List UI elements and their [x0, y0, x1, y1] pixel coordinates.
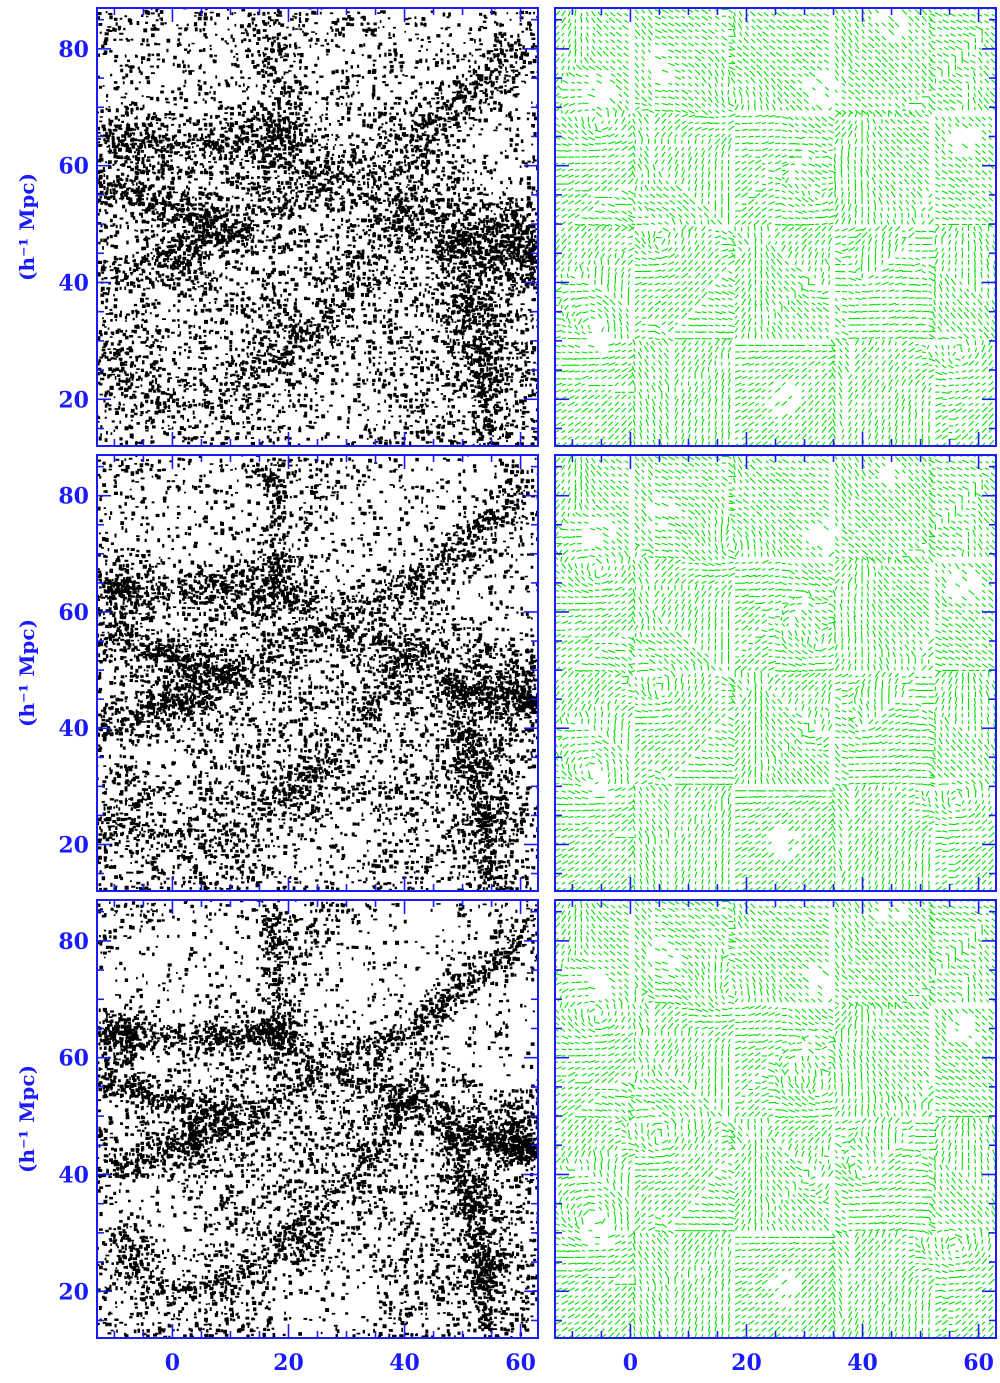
velocity-panel — [554, 454, 997, 892]
axis-ticks — [97, 900, 538, 1338]
y-tick-label: 60 — [58, 1046, 89, 1072]
y-axis-label: (h⁻¹ Mpc) — [15, 1065, 39, 1173]
y-tick-label: 80 — [58, 37, 89, 63]
x-tick-label: 0 — [623, 1350, 638, 1376]
particle-panel — [96, 7, 539, 447]
y-tick-label: 20 — [58, 1279, 89, 1305]
panel-content — [97, 455, 538, 891]
axis-ticks — [555, 8, 996, 446]
x-tick-label: 40 — [389, 1350, 420, 1376]
y-tick-label: 40 — [58, 716, 89, 742]
y-tick-label: 40 — [58, 270, 89, 296]
y-tick-label: 60 — [58, 154, 89, 180]
particle-panel — [96, 899, 539, 1339]
y-tick-label: 80 — [58, 484, 89, 510]
panel-content — [555, 8, 996, 446]
particle-points — [97, 8, 538, 446]
velocity-vectors — [555, 455, 996, 891]
panel-content — [555, 900, 996, 1338]
x-tick-label: 40 — [847, 1350, 878, 1376]
x-tick-label: 60 — [963, 1350, 994, 1376]
axis-ticks — [555, 900, 996, 1338]
velocity-panel — [554, 899, 997, 1339]
particle-points — [97, 455, 538, 891]
panel-content — [555, 455, 996, 891]
velocity-vectors — [555, 8, 996, 446]
x-tick-label: 60 — [505, 1350, 536, 1376]
velocity-vectors — [555, 900, 996, 1338]
particle-panel — [96, 454, 539, 892]
y-axis-label: (h⁻¹ Mpc) — [15, 619, 39, 727]
velocity-panel — [554, 7, 997, 447]
x-tick-label: 0 — [165, 1350, 180, 1376]
y-tick-label: 20 — [58, 387, 89, 413]
y-tick-label: 80 — [58, 929, 89, 955]
axis-ticks — [97, 455, 538, 891]
x-tick-label: 20 — [273, 1350, 304, 1376]
y-tick-label: 20 — [58, 832, 89, 858]
particle-points — [97, 900, 538, 1338]
y-tick-label: 40 — [58, 1162, 89, 1188]
y-tick-label: 60 — [58, 600, 89, 626]
y-axis-label: (h⁻¹ Mpc) — [15, 173, 39, 281]
axis-ticks — [555, 455, 996, 891]
x-tick-label: 20 — [731, 1350, 762, 1376]
axis-ticks — [97, 8, 538, 446]
panel-content — [97, 8, 538, 446]
panel-content — [97, 900, 538, 1338]
